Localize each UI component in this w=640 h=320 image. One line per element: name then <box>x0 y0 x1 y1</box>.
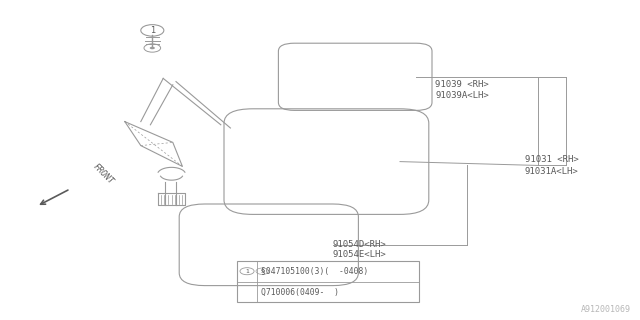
Text: S: S <box>260 269 264 274</box>
Text: FRONT: FRONT <box>92 162 116 186</box>
Text: 91031 <RH>: 91031 <RH> <box>525 156 579 164</box>
Text: 91054E<LH>: 91054E<LH> <box>333 250 387 259</box>
Text: 91039 <RH>: 91039 <RH> <box>435 80 489 89</box>
Text: 91031A<LH>: 91031A<LH> <box>525 167 579 176</box>
Text: 91054D<RH>: 91054D<RH> <box>333 240 387 249</box>
Text: 1: 1 <box>150 26 155 35</box>
Text: 91039A<LH>: 91039A<LH> <box>435 92 489 100</box>
Text: 1: 1 <box>245 269 249 274</box>
Text: Q710006(0409-  ): Q710006(0409- ) <box>261 287 339 297</box>
Text: §047105100(3)(  -0408): §047105100(3)( -0408) <box>261 267 369 276</box>
Circle shape <box>150 47 155 49</box>
Text: A912001069: A912001069 <box>580 305 630 314</box>
